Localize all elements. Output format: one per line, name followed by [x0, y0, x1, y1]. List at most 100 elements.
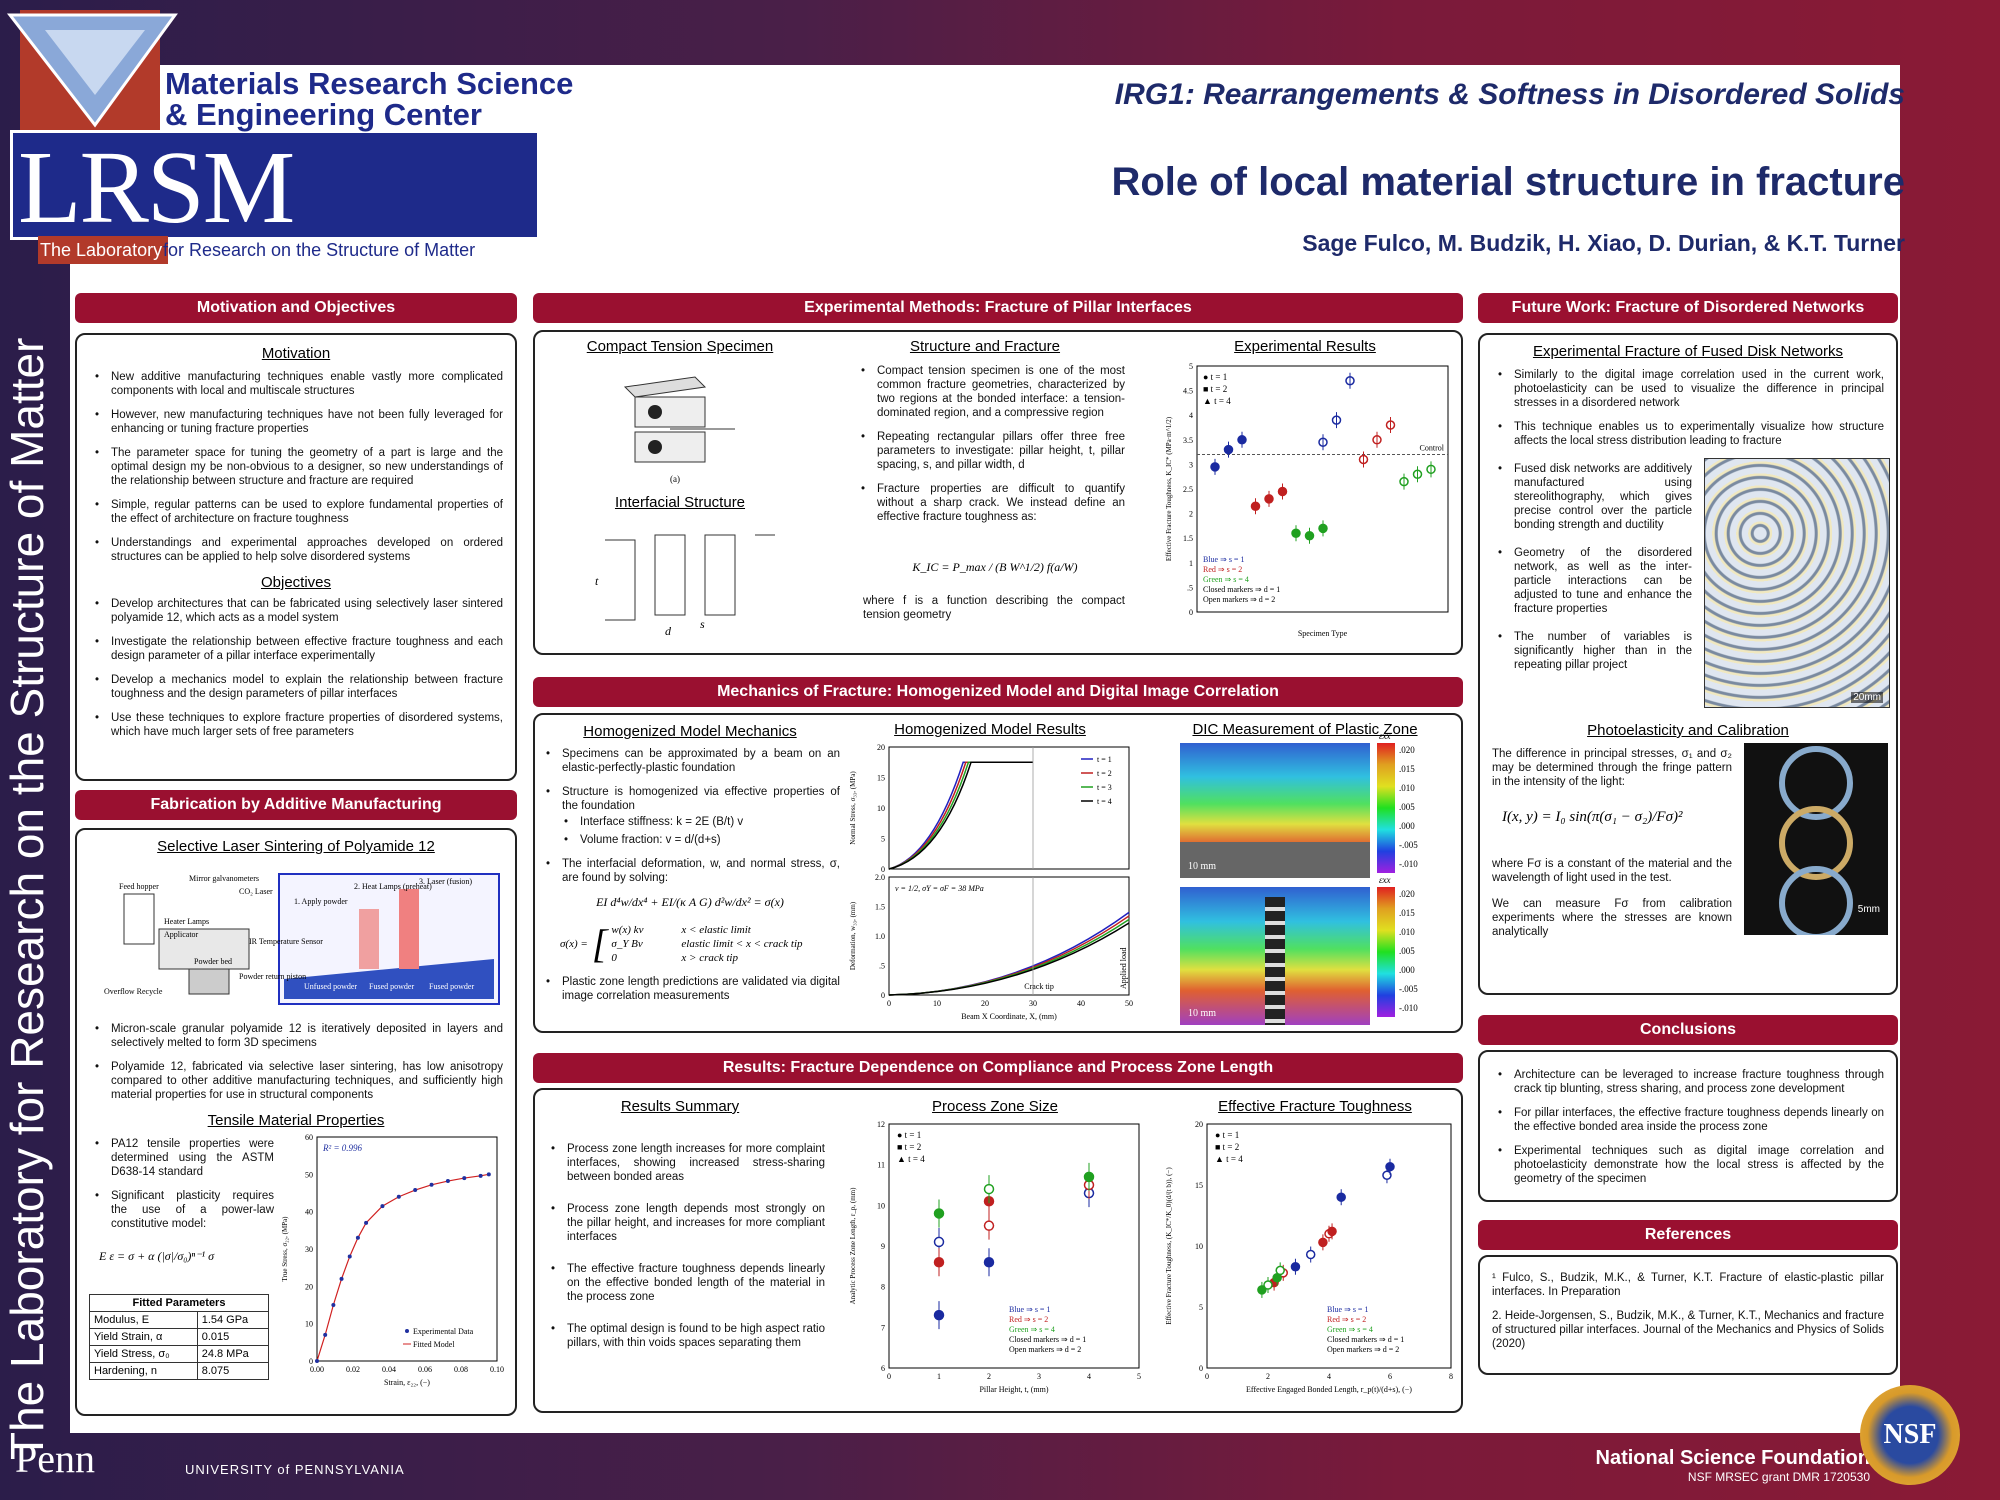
- sls-label: 3. Laser (fusion): [419, 877, 472, 886]
- x-axis-label: Specimen Type: [1298, 629, 1348, 638]
- x-tick-label: 2: [987, 1372, 991, 1381]
- list-item: Simple, regular patterns can be used to …: [89, 498, 503, 526]
- y-tick-label: 20: [305, 1282, 313, 1291]
- dic-title: DIC Measurement of Plastic Zone: [1192, 721, 1418, 738]
- x-tick-label: 8: [1449, 1372, 1453, 1381]
- sls-label: Feed hopper: [119, 882, 159, 891]
- poster-title: Role of local material structure in frac…: [1111, 160, 1905, 204]
- x-axis-label: Beam X Coordinate, X, (mm): [961, 1012, 1057, 1021]
- series-line: [888, 915, 1130, 996]
- hm-list: Specimens can be approximated by a beam …: [540, 747, 840, 813]
- authors: Sage Fulco, M. Budzik, H. Xiao, D. Duria…: [1302, 230, 1905, 256]
- dic-tick: -.005: [1399, 984, 1418, 994]
- legend-marker-entry: ▲ t = 4: [897, 1154, 925, 1164]
- sls-title: Selective Laser Sintering of Polyamide 1…: [157, 838, 435, 855]
- sls-label: Applicator: [164, 930, 199, 939]
- data-point: [462, 1176, 467, 1181]
- table-cell: Hardening, n: [89, 1362, 198, 1380]
- data-point: [355, 1235, 360, 1240]
- list-item: However, new manufacturing techniques ha…: [89, 408, 503, 436]
- list-item: Polyamide 12, fabricated via selective l…: [89, 1060, 503, 1102]
- kic-equation: K_IC = P_max / (B W^1/2) f(a/W): [912, 560, 1078, 574]
- motivation-title: Motivation: [261, 345, 331, 362]
- motivation-header: Motivation and Objectives: [75, 293, 517, 323]
- future-header: Future Work: Fracture of Disordered Netw…: [1478, 293, 1898, 323]
- x-tick-label: 0: [887, 999, 891, 1008]
- data-point: [347, 1254, 352, 1259]
- sls-label: 1. Apply powder: [294, 897, 348, 906]
- table-cell: 24.8 MPa: [196, 1345, 270, 1363]
- tensile-title: Tensile Material Properties: [207, 1112, 385, 1129]
- table-cell: Modulus, E: [89, 1311, 198, 1329]
- list-item: Interface stiffness: k = 2E (B/t) v: [558, 815, 840, 829]
- photo-text-1: The difference in principal stresses, σ₁…: [1492, 748, 1732, 788]
- y-tick-label: 11: [877, 1161, 885, 1170]
- list-item: Significant plasticity requires the use …: [89, 1189, 274, 1231]
- list-item: Investigate the relationship between eff…: [89, 635, 503, 663]
- data-point: [1263, 1280, 1273, 1290]
- table-title: Fitted Parameters: [89, 1294, 269, 1312]
- tensile-list: PA12 tensile properties were determined …: [89, 1137, 274, 1241]
- sls-label: Powder bed: [194, 957, 232, 966]
- list-item: The optimal design is found to be high a…: [545, 1322, 825, 1350]
- sls-label: Fused powder: [429, 982, 474, 991]
- series-line: [888, 911, 1130, 996]
- dic-colorbar-bottom: [1377, 887, 1395, 1017]
- irg-title: IRG1: Rearrangements & Softness in Disor…: [1114, 78, 1905, 111]
- x-tick-label: 50: [1125, 999, 1133, 1008]
- nsf-label: National Science Foundation: [1595, 1447, 1870, 1469]
- list-item: Repeating rectangular pillars offer thre…: [855, 430, 1125, 472]
- mechanics-header: Mechanics of Fracture: Homogenized Model…: [533, 677, 1463, 707]
- data-point: [1327, 1226, 1337, 1237]
- data-point: [933, 1208, 945, 1219]
- hm-list-2: The interfacial deformation, w, and norm…: [540, 857, 840, 885]
- eft-chart: 0 2 4 6 8 0 5 10 15 20 Effective Engaged Bonded Le…: [1165, 1120, 1453, 1394]
- applied-load-label: Applied load: [1119, 947, 1128, 989]
- legend-marker-entry: ▲ t = 4: [1203, 396, 1231, 406]
- data-point: [933, 1309, 945, 1321]
- nsf-grant: NSF MRSEC grant DMR 1720530: [1687, 1470, 1870, 1484]
- crack-tip-label: Crack tip: [1024, 982, 1054, 991]
- plot-frame: [888, 1123, 1140, 1369]
- y-tick-label: 10: [877, 1201, 885, 1210]
- legend-color-entry: Open markers ⇒ d = 2: [1009, 1345, 1081, 1354]
- mrsec-line-2: & Engineering Center: [165, 97, 482, 132]
- legend-entry: t = 3: [1097, 783, 1112, 792]
- y-tick-label: 20: [1195, 1120, 1203, 1129]
- x-tick-label: 20: [981, 999, 989, 1008]
- x-tick-label: 0: [1205, 1372, 1209, 1381]
- list-item: Understandings and experimental approach…: [89, 536, 503, 564]
- y-axis-label: Analytic Process Zone Length, r_p, (mm): [849, 1187, 857, 1305]
- objectives-list: Develop architectures that can be fabric…: [89, 597, 503, 739]
- legend-marker-entry: ■ t = 2: [897, 1142, 921, 1152]
- list-item: Process zone length increases for more c…: [545, 1142, 825, 1184]
- y-tick-label: 6: [881, 1364, 885, 1373]
- legend-marker-entry: ● t = 1: [1203, 372, 1227, 382]
- references-header: References: [1478, 1220, 1898, 1250]
- ct-title: Compact Tension Specimen: [586, 338, 774, 355]
- list-item: PA12 tensile properties were determined …: [89, 1137, 274, 1179]
- photo-equation: I(x, y) = I₀ sin(π(σ₁ − σ₂)/Fσ)²: [1502, 809, 1683, 825]
- y-tick-label: 40: [305, 1208, 313, 1217]
- legend-color-entry: Green ⇒ s = 4: [1009, 1325, 1055, 1334]
- lrsm-wordmark: LRSM: [18, 130, 295, 245]
- dic-tick: .015: [1399, 908, 1415, 918]
- list-item: New additive manufacturing techniques en…: [89, 370, 503, 398]
- legend-marker-entry: ● t = 1: [1215, 1130, 1239, 1140]
- ct-specimen-diagram: (a): [623, 376, 735, 484]
- legend-entry: Fitted Model: [413, 1340, 455, 1349]
- series-line: [888, 918, 1130, 996]
- list-item: Micron-scale granular polyamide 12 is it…: [89, 1022, 503, 1050]
- y-tick-label: 0: [1199, 1364, 1203, 1373]
- table-cell: 1.54 GPa: [196, 1311, 270, 1329]
- sls-label: Mirror galvanometers: [189, 874, 259, 883]
- data-point: [364, 1220, 369, 1225]
- list-item: This technique enables us to experimenta…: [1492, 420, 1884, 448]
- data-point: [1336, 1192, 1346, 1202]
- fabrication-list: Micron-scale granular polyamide 12 is it…: [89, 1022, 503, 1102]
- future-list: Similarly to the digital image correlati…: [1492, 368, 1884, 448]
- motivation-box: Motivation New additive manufacturing te…: [75, 333, 517, 781]
- dic-colorbar-ticks-bottom: .020 .015 .010 .005 .000 -.005 -.010: [1399, 885, 1418, 1018]
- stress-chart: 0 5 10 15 20 Normal Stress, σ₃₃, (MPa) t = 1 t …: [849, 743, 1130, 874]
- fitted-parameters-table: Fitted Parameters Modulus, E 1.54 GPa Yie…: [89, 1294, 270, 1380]
